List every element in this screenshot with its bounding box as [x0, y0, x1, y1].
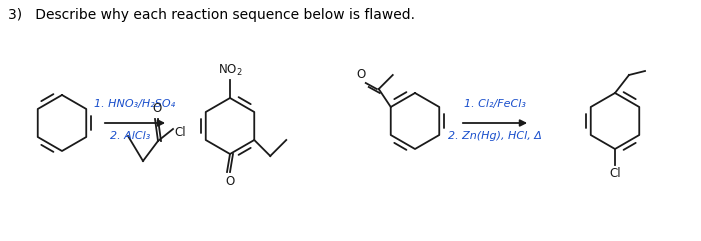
Text: 1. Cl₂/FeCl₃: 1. Cl₂/FeCl₃ [464, 99, 526, 109]
Text: O: O [356, 68, 365, 81]
Text: Cl: Cl [174, 126, 186, 139]
Text: NO$_2$: NO$_2$ [218, 63, 243, 78]
Text: O: O [226, 175, 235, 188]
Text: O: O [152, 102, 162, 115]
Text: 2. Zn(Hg), HCl, Δ: 2. Zn(Hg), HCl, Δ [448, 131, 542, 141]
Text: 2. AlCl₃: 2. AlCl₃ [110, 131, 150, 141]
Text: 1. HNO₃/H₂SO₄: 1. HNO₃/H₂SO₄ [95, 99, 175, 109]
Text: Cl: Cl [609, 167, 621, 180]
Text: 3)   Describe why each reaction sequence below is flawed.: 3) Describe why each reaction sequence b… [8, 8, 415, 22]
